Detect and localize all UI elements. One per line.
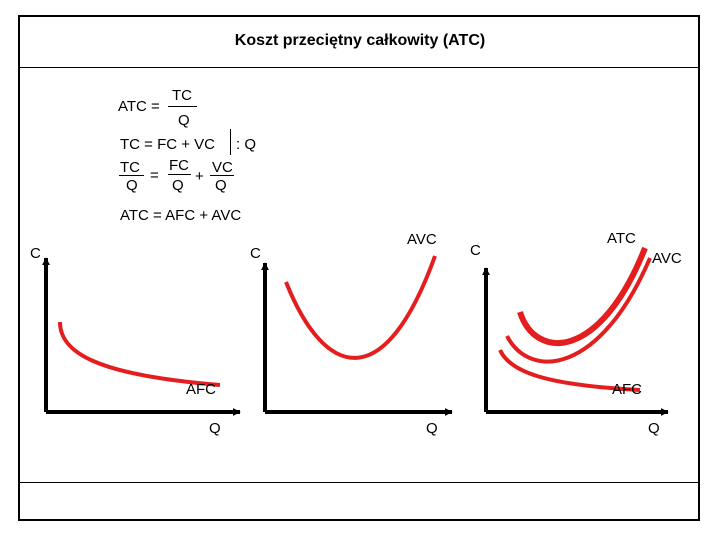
plot2-avc-label: AVC bbox=[407, 231, 437, 248]
plot1-x-label: Q bbox=[209, 420, 221, 437]
formula1-denominator: Q bbox=[178, 112, 190, 129]
plot3-atc-label: ATC bbox=[607, 230, 636, 247]
plot3-y-label: C bbox=[470, 242, 481, 259]
formula3-fc-bar bbox=[168, 174, 191, 175]
plot2-avc-curve bbox=[284, 255, 437, 360]
formula2-lhs: TC = FC + VC bbox=[120, 136, 216, 153]
plot3-afc-label: AFC bbox=[612, 381, 642, 398]
formula1-lhs: ATC = bbox=[118, 98, 160, 115]
plot3-x-label: Q bbox=[648, 420, 660, 437]
formula3-tc-denominator: Q bbox=[126, 177, 138, 194]
formula3-tc-bar bbox=[119, 175, 144, 176]
title-divider bbox=[18, 67, 700, 68]
slide-title: Koszt przeciętny całkowity (ATC) bbox=[234, 32, 486, 49]
formula3-tc-numerator: TC bbox=[120, 159, 140, 176]
formula2-rhs: : Q bbox=[236, 136, 257, 153]
formula2-divider-line bbox=[230, 129, 231, 155]
formula3-vc-numerator: VC bbox=[212, 159, 233, 176]
plot3-avc-curve bbox=[505, 257, 652, 364]
formula3-vc-denominator: Q bbox=[215, 177, 227, 194]
plot1-y-label: C bbox=[30, 245, 41, 262]
slide-frame bbox=[18, 15, 700, 521]
formula3-fc-denominator: Q bbox=[172, 177, 184, 194]
plot1-afc-label: AFC bbox=[186, 381, 216, 398]
formula3-fc-numerator: FC bbox=[169, 157, 189, 174]
plot1-afc-curve bbox=[58, 321, 221, 387]
plot2-y-label: C bbox=[250, 245, 261, 262]
plot3-afc-curve bbox=[498, 349, 641, 392]
formula3-equals: = bbox=[150, 167, 159, 184]
plot3-avc-label: AVC bbox=[652, 250, 682, 267]
plot3-atc-curve bbox=[517, 246, 648, 346]
footer-divider bbox=[18, 482, 700, 483]
formula1-numerator: TC bbox=[172, 87, 192, 104]
formula3-plus: + bbox=[195, 168, 204, 185]
formula3-vc-bar bbox=[210, 175, 234, 176]
formula4: ATC = AFC + AVC bbox=[120, 207, 242, 224]
formula1-fraction-bar bbox=[168, 106, 197, 107]
plot2-x-label: Q bbox=[426, 420, 438, 437]
